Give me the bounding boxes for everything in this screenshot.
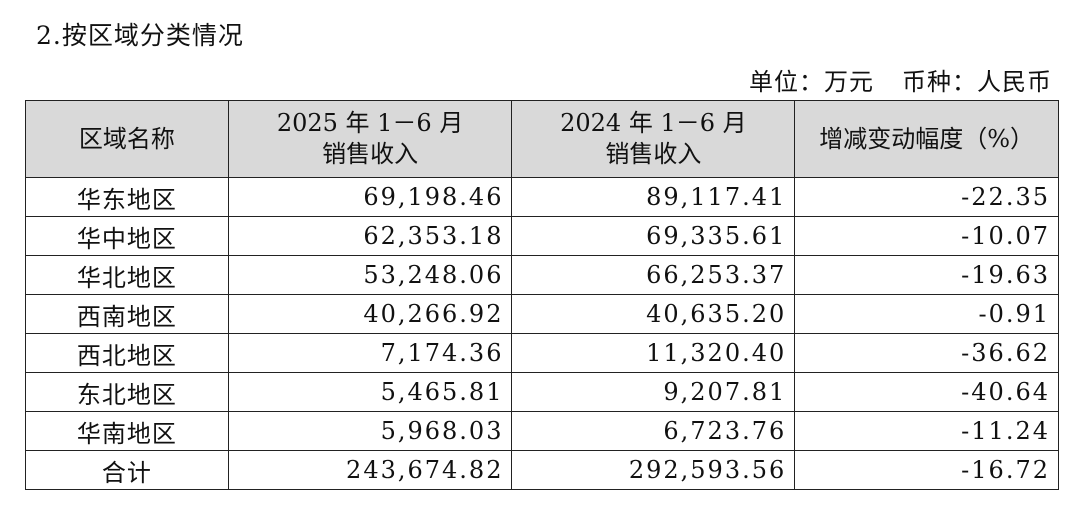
number-cell: -11.24: [794, 411, 1059, 451]
header-cell: 区域名称: [25, 100, 229, 178]
table-row: 华东地区 69,198.46 89,117.41 -22.35: [25, 177, 1059, 217]
number-cell: -19.63: [794, 255, 1059, 295]
number-cell: -10.07: [794, 216, 1059, 256]
table-row: 东北地区 5,465.81 9,207.81 -40.64: [25, 372, 1059, 412]
number-cell: 5,465.81: [227, 372, 513, 412]
region-table: 区域名称 2025 年 1－6 月 销售收入 2024 年 1－6 月 销售收入 增减…: [25, 100, 1059, 490]
region-cell: 华东地区: [25, 177, 229, 217]
number-cell: 40,266.92: [227, 294, 513, 334]
table-body: 华东地区 69,198.46 89,117.41 -22.35 华中地区 62,353.1…: [25, 177, 1059, 490]
header-cell: 2025 年 1－6 月 销售收入: [227, 100, 513, 178]
number-cell: 53,248.06: [227, 255, 513, 295]
region-cell: 东北地区: [25, 372, 229, 412]
region-cell: 华中地区: [25, 216, 229, 256]
number-cell: 9,207.81: [511, 372, 796, 412]
region-cell: 华南地区: [25, 411, 229, 451]
number-cell: -16.72: [794, 450, 1059, 490]
number-cell: 11,320.40: [511, 333, 796, 373]
number-cell: 5,968.03: [227, 411, 513, 451]
unit-line: 单位：万元 币种：人民币: [749, 62, 1052, 97]
section-title: 2.按区域分类情况: [36, 21, 244, 50]
currency: 币种：人民币: [902, 68, 1052, 96]
table-row: 西北地区 7,174.36 11,320.40 -36.62: [25, 333, 1059, 373]
number-cell: 89,117.41: [511, 177, 796, 217]
table-row: 华南地区 5,968.03 6,723.76 -11.24: [25, 411, 1059, 451]
region-cell: 合计: [25, 450, 229, 490]
table-row: 西南地区 40,266.92 40,635.20 -0.91: [25, 294, 1059, 334]
table-header: 区域名称 2025 年 1－6 月 销售收入 2024 年 1－6 月 销售收入 增减…: [25, 100, 1059, 178]
number-cell: 66,253.37: [511, 255, 796, 295]
header-cell: 增减变动幅度（%）: [794, 100, 1059, 178]
number-cell: 6,723.76: [511, 411, 796, 451]
number-cell: -40.64: [794, 372, 1059, 412]
region-cell: 西南地区: [25, 294, 229, 334]
number-cell: 69,335.61: [511, 216, 796, 256]
number-cell: -0.91: [794, 294, 1059, 334]
number-cell: 243,674.82: [227, 450, 513, 490]
number-cell: 7,174.36: [227, 333, 513, 373]
number-cell: 69,198.46: [227, 177, 513, 217]
table-row: 华北地区 53,248.06 66,253.37 -19.63: [25, 255, 1059, 295]
number-cell: -22.35: [794, 177, 1059, 217]
unit: 单位：万元: [749, 68, 874, 96]
number-cell: 40,635.20: [511, 294, 796, 334]
table-row: 合计 243,674.82 292,593.56 -16.72: [25, 450, 1059, 490]
region-cell: 华北地区: [25, 255, 229, 295]
number-cell: -36.62: [794, 333, 1059, 373]
table-row: 华中地区 62,353.18 69,335.61 -10.07: [25, 216, 1059, 256]
header-row: 区域名称 2025 年 1－6 月 销售收入 2024 年 1－6 月 销售收入 增减…: [25, 100, 1059, 178]
region-cell: 西北地区: [25, 333, 229, 373]
header-cell: 2024 年 1－6 月 销售收入: [511, 100, 796, 178]
number-cell: 62,353.18: [227, 216, 513, 256]
number-cell: 292,593.56: [511, 450, 796, 490]
